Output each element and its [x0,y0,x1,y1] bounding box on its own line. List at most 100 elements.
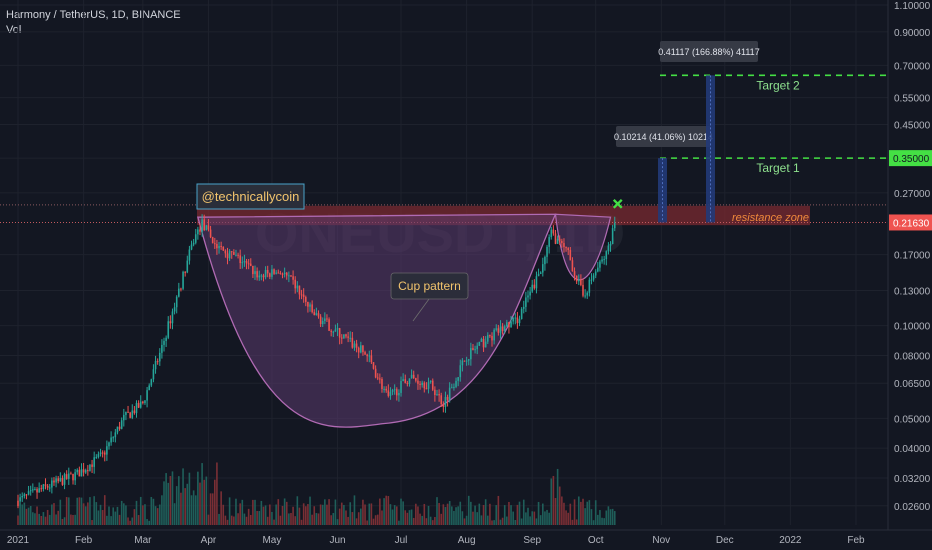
candle-body [154,361,157,370]
candle-body [203,219,206,231]
volume-bar [220,491,222,525]
candle-body [328,319,330,331]
candle-body [376,377,379,379]
volume-bar [383,498,385,525]
candle-body [262,275,265,278]
volume-bar [133,509,136,525]
volume-bar [391,509,394,525]
candle-body [76,469,79,473]
watermark-handle-box [196,183,305,210]
resistance-zone-label: resistance zone [732,212,809,224]
volume-bar [522,499,525,525]
volume-bar [556,468,559,525]
volume-bar [51,504,53,525]
candle-body [23,494,26,496]
volume-bar [21,504,24,525]
candle-body [197,229,199,235]
candle-body [237,254,239,256]
volume-bar [336,519,339,525]
volume-bar [125,505,127,525]
candle-body [544,256,546,265]
candle-body [84,470,87,473]
volume-bar [518,501,521,525]
candle-body [370,355,373,363]
volume-bar [474,505,476,525]
volume-bar [97,510,100,525]
volume-bar [228,497,231,525]
candle-body [17,500,19,507]
volume-bar [55,514,57,525]
volume-bar [563,502,565,525]
volume-bar [53,503,55,525]
y-tick-label: 0.03200 [894,474,931,485]
candle-body [546,246,548,257]
volume-bar [72,514,74,525]
volume-bar [340,502,343,525]
volume-bar [292,506,294,525]
volume-bar [87,502,89,525]
candle-body [80,469,83,477]
candle-body [97,454,100,457]
candle-body [601,259,603,262]
volume-bar [448,501,451,525]
volume-bar [408,510,411,525]
candle-body [72,473,74,481]
volume-bar [207,514,210,525]
volume-bar [182,468,184,525]
y-tick-label: 0.13000 [894,287,931,298]
volume-bar [393,505,396,525]
volume-bar [535,518,538,525]
volume-bar [539,515,542,525]
volume-bar [129,520,131,525]
candle-body [137,403,140,408]
candle-body [103,452,106,455]
volume-bar [192,490,195,525]
candle-body [125,411,127,415]
candle-body [40,488,43,490]
candle-body [472,348,474,350]
candle-body [296,285,299,289]
volume-bar [169,476,172,525]
volume-bar [465,515,468,525]
candle-body [455,380,457,387]
volume-bar [315,513,318,525]
volume-bar [459,501,462,525]
volume-bar [527,507,529,525]
candle-body [300,294,303,296]
volume-bar [29,505,32,525]
candle-body [163,340,165,345]
volume-bar [533,511,536,525]
candle-body [529,291,531,296]
volume-bar [120,500,123,525]
candle-body [495,328,498,330]
volume-bar [48,514,51,525]
candle-body [226,253,229,259]
candle-body [139,401,142,408]
candle-body [429,380,432,383]
candle-body [211,237,214,244]
candle-body [53,480,55,483]
volume-bar [224,515,227,525]
last-price-label: 0.21630 [893,218,930,229]
volume-bar [243,513,246,525]
candle-body [44,484,47,486]
candle-body [74,472,76,481]
candle-body [260,275,263,277]
volume-bar [290,512,292,525]
candle-body [419,383,421,385]
volume-bar [294,516,297,525]
candle-body [389,391,392,396]
volume-indicator-label[interactable]: Vol [6,24,22,36]
candle-body [372,362,375,369]
candle-body [588,279,591,293]
volume-bar [489,503,491,525]
volume-bar [510,505,512,525]
candle-body [87,470,89,472]
volume-bar [241,499,244,525]
y-tick-label: 0.27000 [894,189,931,200]
candle-body [607,245,610,252]
volume-bar [423,503,426,525]
volume-bar [178,476,180,525]
volume-bar [421,515,423,525]
